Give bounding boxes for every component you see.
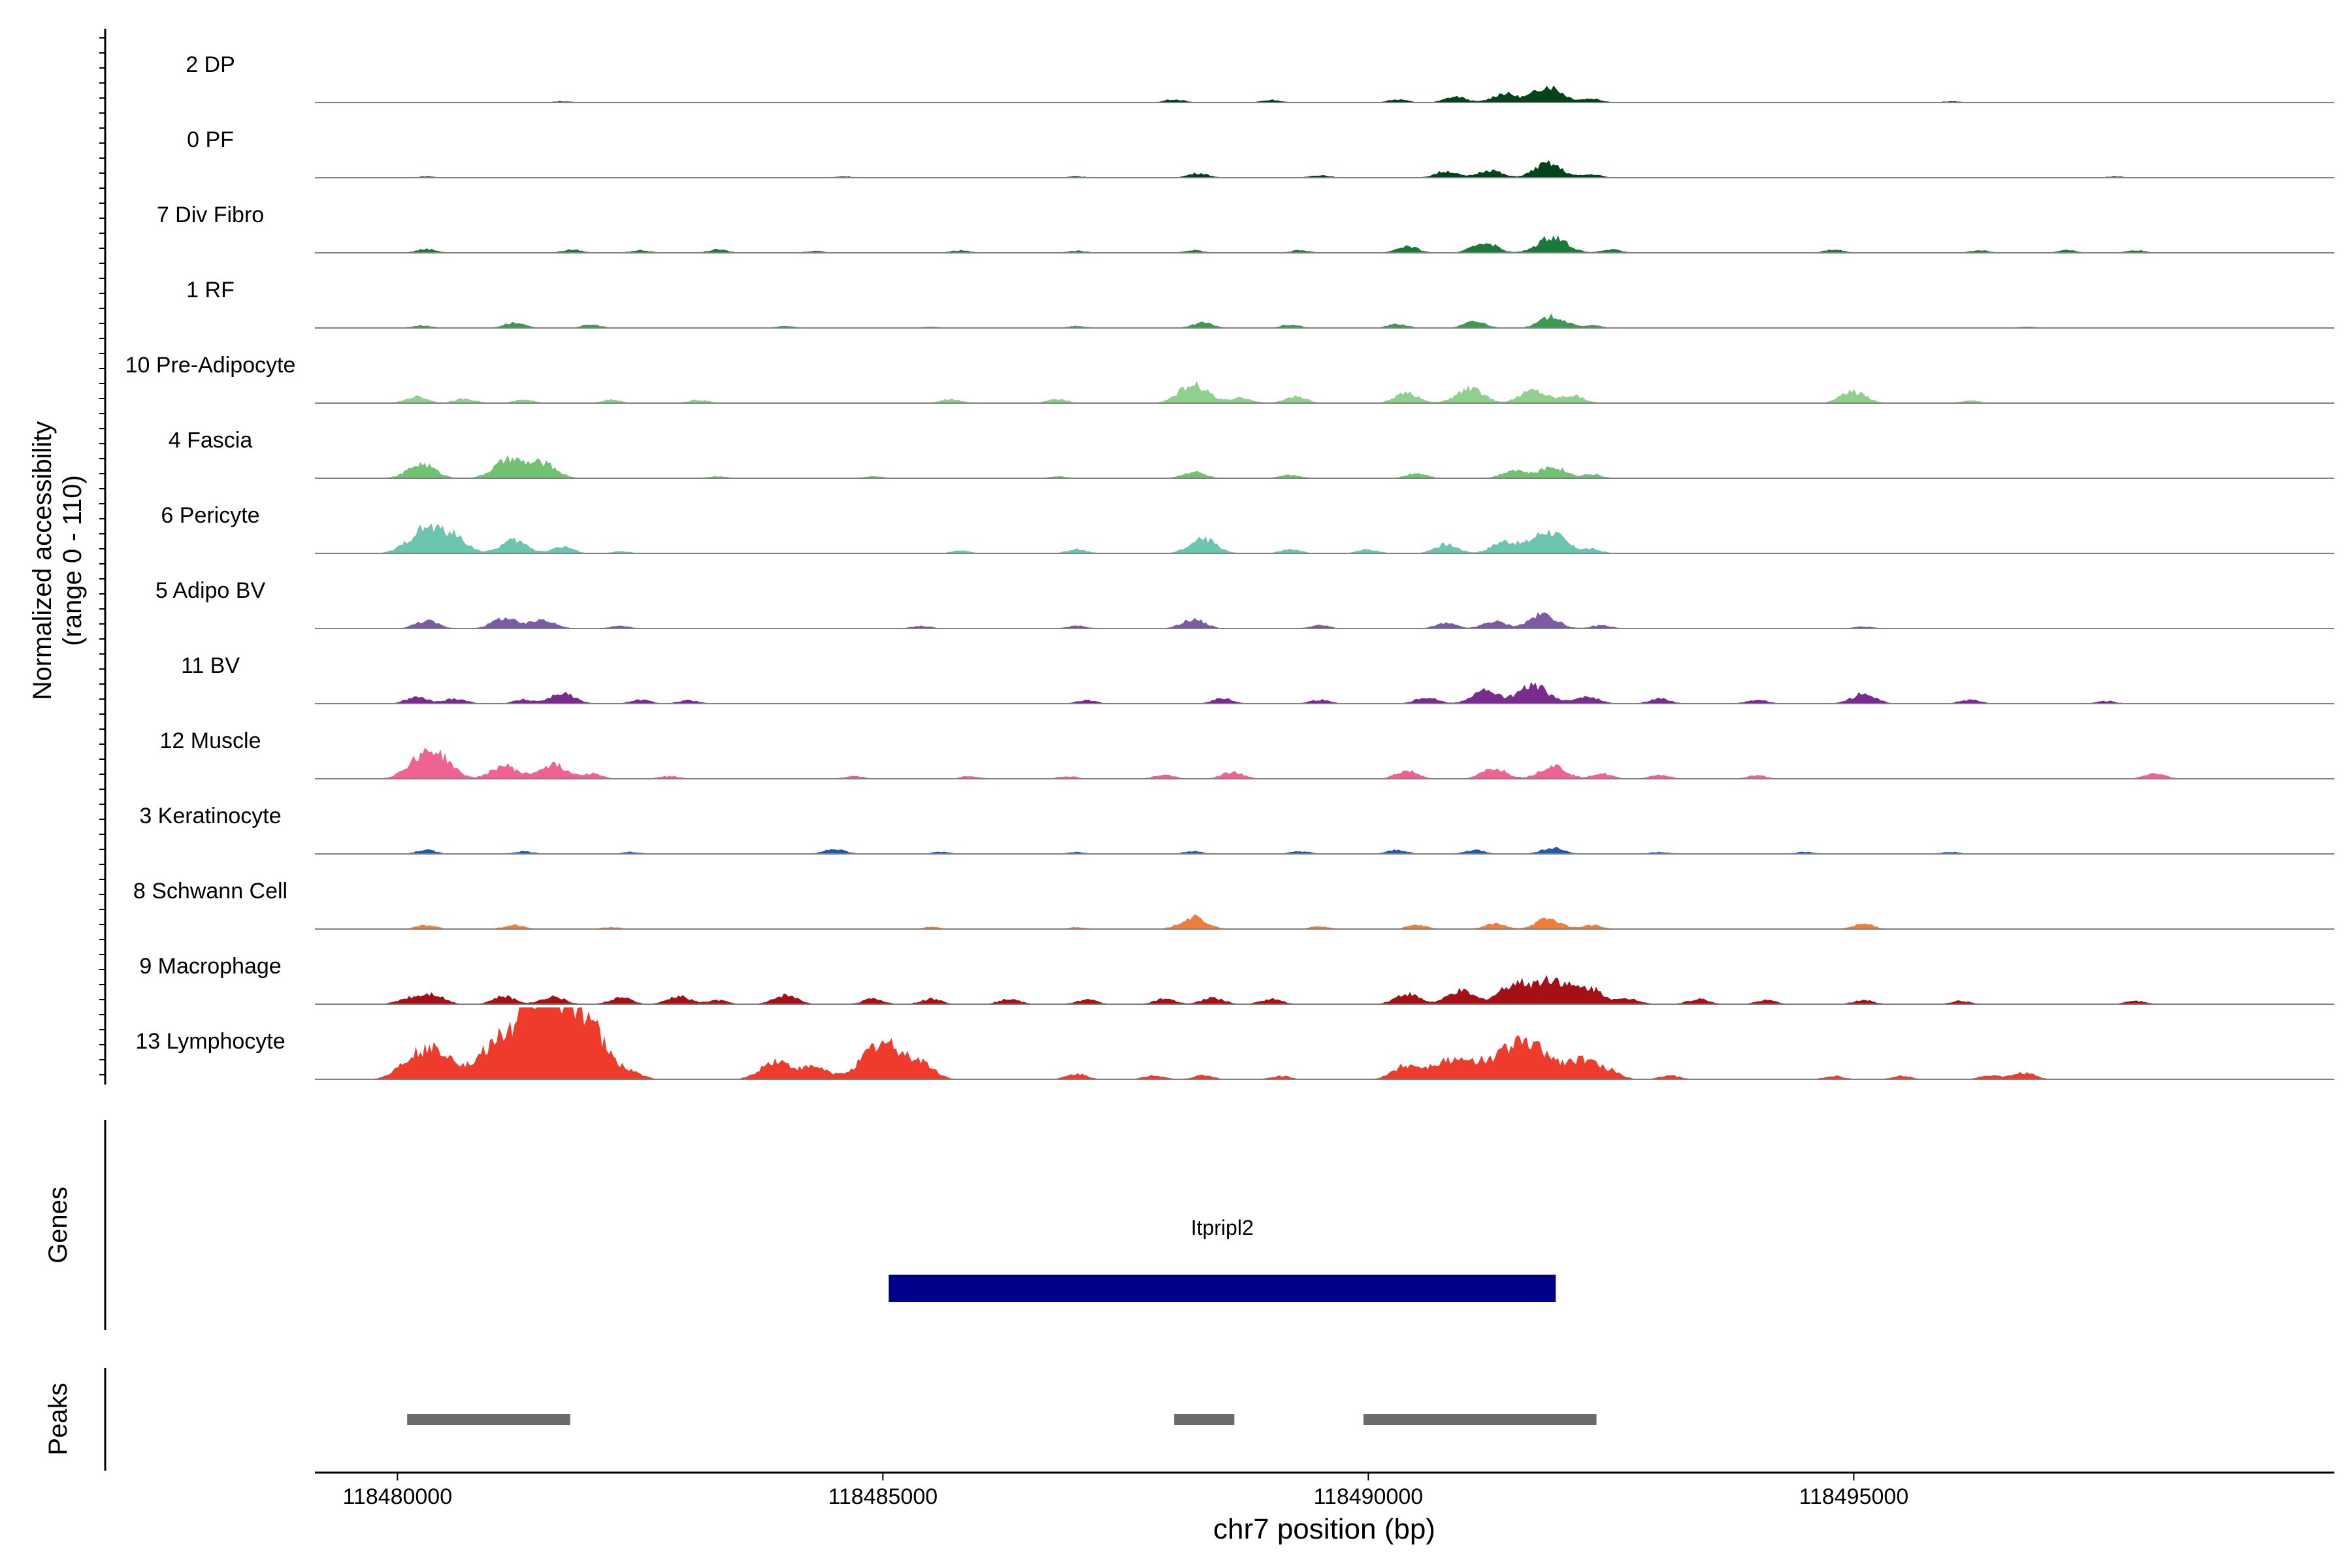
track-label: 5 Adipo BV <box>155 578 266 603</box>
track-7: 6 Pericyte <box>161 503 2334 554</box>
coverage-area <box>315 523 2334 553</box>
track-10: 12 Muscle <box>160 728 2334 779</box>
track-label: 10 Pre-Adipocyte <box>125 353 296 378</box>
gene-body <box>889 1275 1556 1302</box>
accessibility-y-axis <box>99 29 106 1085</box>
x-tick-label: 118485000 <box>828 1484 938 1509</box>
peak-track <box>407 1414 1597 1425</box>
peak-region <box>1174 1414 1235 1425</box>
track-label: 9 Macrophage <box>139 954 281 979</box>
coverage-area <box>315 681 2334 704</box>
track-label: 7 Div Fibro <box>157 203 264 227</box>
track-label: 4 Fascia <box>169 428 253 453</box>
track-6: 4 Fascia <box>169 428 2334 479</box>
coverage-area <box>315 975 2334 1004</box>
gene-track: Itpripl2 <box>889 1216 1556 1302</box>
track-11: 3 Keratinocyte <box>139 804 2334 855</box>
track-label: 6 Pericyte <box>161 503 259 528</box>
track-12: 8 Schwann Cell <box>133 879 2334 930</box>
coverage-area <box>315 847 2334 854</box>
track-label: 2 DP <box>186 52 235 77</box>
track-5: 10 Pre-Adipocyte <box>125 353 2334 404</box>
track-13: 9 Macrophage <box>139 954 2334 1005</box>
track-14: 13 Lymphocyte <box>135 1007 2334 1080</box>
track-8: 5 Adipo BV <box>155 578 2334 629</box>
track-9: 11 BV <box>181 653 2334 704</box>
y-axis-label-line2: (range 0 - 110) <box>58 475 87 646</box>
x-tick-label: 118480000 <box>342 1484 452 1509</box>
coverage-area <box>315 235 2334 253</box>
track-2: 0 PF <box>187 127 2334 178</box>
coverage-area <box>315 314 2334 328</box>
coverage-area <box>315 1007 2334 1079</box>
coverage-tracks: 2 DP 0 PF 7 Div Fibro 1 RF 10 Pre-Adipocyte 4… <box>125 52 2334 1080</box>
peak-region <box>407 1414 570 1425</box>
coverage-area <box>315 455 2334 478</box>
coverage-area <box>315 914 2334 929</box>
track-label: 3 Keratinocyte <box>139 804 281 828</box>
track-label: 0 PF <box>187 127 234 152</box>
peak-region <box>1363 1414 1597 1425</box>
coverage-area <box>315 612 2334 629</box>
track-label: 13 Lymphocyte <box>135 1029 285 1054</box>
track-label: 8 Schwann Cell <box>133 879 287 904</box>
y-axis-label-line1: Normalized accessibility <box>28 421 57 700</box>
track-label: 12 Muscle <box>160 728 261 753</box>
x-axis: 118480000 118485000 118490000 118495000 <box>315 1471 2334 1509</box>
genes-track-label: Genes <box>44 1186 73 1264</box>
x-axis-label: chr7 position (bp) <box>1213 1513 1435 1545</box>
x-tick-label: 118495000 <box>1799 1484 1909 1509</box>
track-3: 7 Div Fibro <box>157 203 2334 253</box>
track-label: 1 RF <box>186 278 235 302</box>
coverage-area <box>315 747 2334 779</box>
track-4: 1 RF <box>186 278 2334 329</box>
peaks-track-label: Peaks <box>44 1382 73 1455</box>
track-1: 2 DP <box>186 52 2334 103</box>
coverage-area <box>315 381 2334 403</box>
x-tick-label: 118490000 <box>1314 1484 1424 1509</box>
track-label: 11 BV <box>181 653 240 678</box>
gene-label: Itpripl2 <box>1191 1216 1254 1239</box>
